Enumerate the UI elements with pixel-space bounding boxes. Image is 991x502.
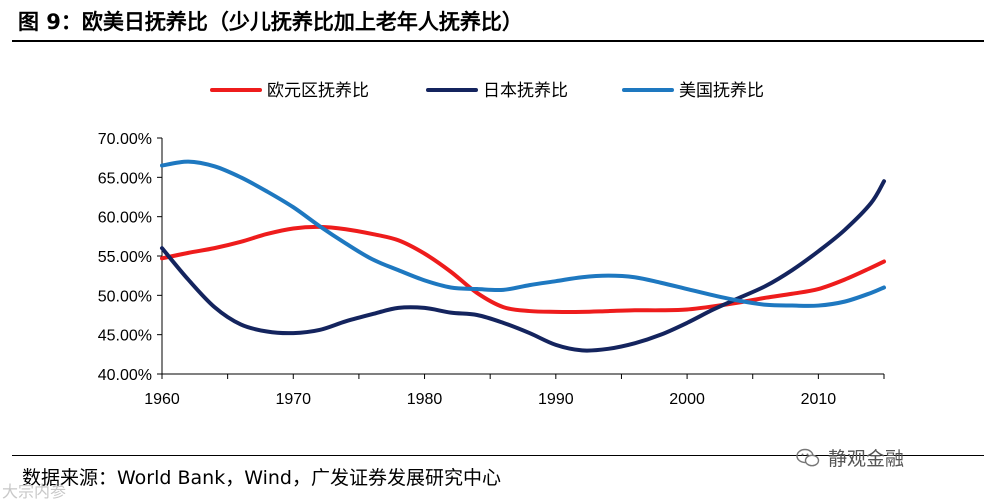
title-underline — [12, 40, 984, 42]
series-1-line — [160, 179, 886, 353]
x-tick-label: 1960 — [144, 391, 180, 408]
chart-legend: 欧元区抚养比 日本抚养比 美国抚养比 — [210, 81, 764, 101]
y-tick-label: 65.00% — [98, 170, 152, 187]
y-tick-label: 50.00% — [98, 288, 152, 305]
x-tick-label: 2010 — [801, 391, 837, 408]
series-2-line — [160, 159, 886, 308]
y-tick-label: 40.00% — [98, 367, 152, 384]
corner-watermark: 大宗内参 — [2, 482, 67, 501]
watermark: 静观金融 — [796, 444, 904, 471]
y-tick-label: 60.00% — [98, 210, 152, 227]
chart-title: 图 9：欧美日抚养比（少儿抚养比加上老年人抚养比） — [18, 10, 523, 34]
legend-label-0: 欧元区抚养比 — [267, 81, 369, 101]
y-tick-label: 55.00% — [98, 249, 152, 266]
legend-label-1: 日本抚养比 — [483, 81, 568, 101]
data-source-note: 数据来源：World Bank，Wind，广发证券发展研究中心 — [22, 467, 501, 489]
x-tick-label: 1980 — [407, 391, 443, 408]
line-chart: 欧元区抚养比 日本抚养比 美国抚养比 40.00% 45.00% 50.00% 55.00… — [98, 81, 886, 408]
x-tick-label: 1990 — [538, 391, 574, 408]
series-0-line — [160, 224, 886, 314]
legend-label-2: 美国抚养比 — [679, 81, 764, 101]
y-tick-label: 45.00% — [98, 328, 152, 345]
watermark-text: 静观金融 — [828, 448, 905, 470]
y-tick-label: 70.00% — [98, 131, 152, 148]
source-rule — [12, 455, 984, 456]
wechat-icon — [796, 448, 820, 466]
chart-series — [160, 159, 886, 353]
chart-axes: 40.00% 45.00% 50.00% 55.00% 60.00% 65.00% 70.0… — [98, 131, 885, 408]
x-tick-label: 2000 — [669, 391, 705, 408]
x-tick-label: 1970 — [275, 391, 311, 408]
